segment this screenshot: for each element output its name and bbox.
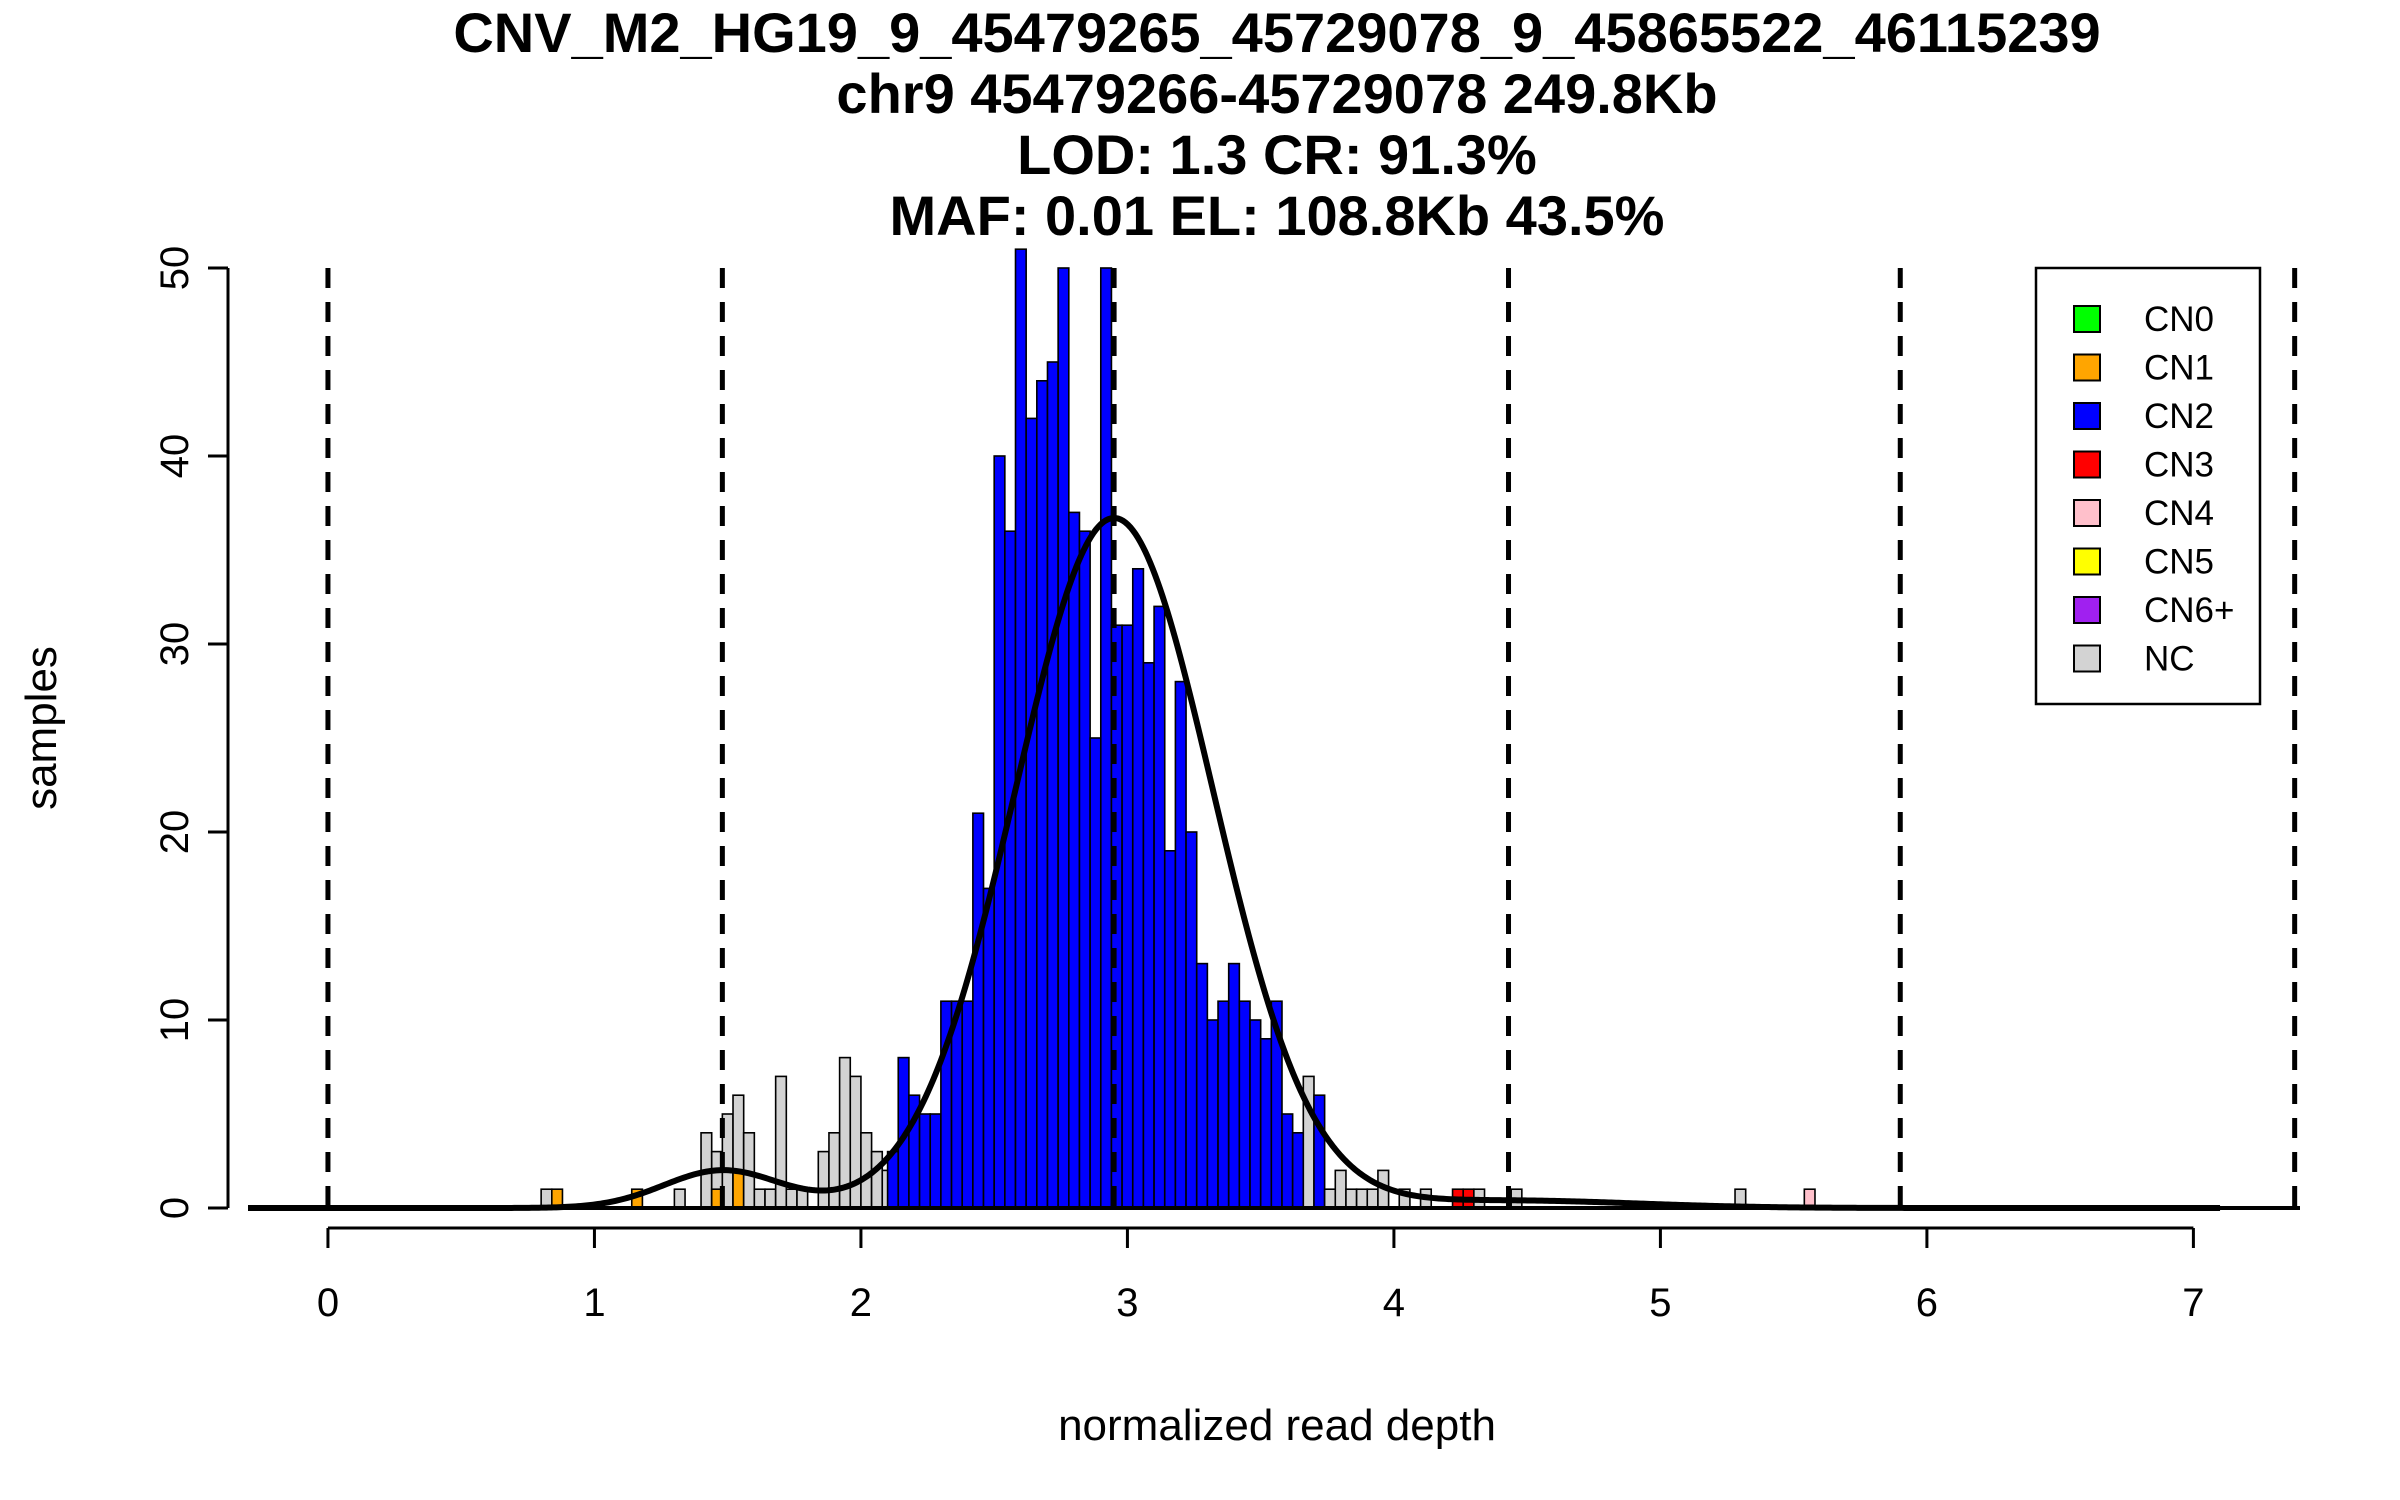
histogram-bar-9	[732, 1169, 745, 1209]
histogram-bar-64	[1323, 1188, 1337, 1209]
histogram-bar-53	[1206, 1019, 1219, 1209]
histogram-bar-46	[1131, 567, 1145, 1209]
histogram-bar-51	[1185, 831, 1198, 1209]
x-tick-label-3: 3	[1116, 1281, 1138, 1325]
histogram-bar-11	[753, 1188, 766, 1209]
legend-label-4: CN4	[2144, 494, 2214, 533]
y-tick-label-5: 50	[153, 246, 197, 291]
x-tick-label-2: 2	[850, 1281, 872, 1325]
legend-box	[2034, 266, 2262, 706]
histogram-bar-48	[1153, 605, 1166, 1209]
y-tick-label-2: 20	[153, 810, 197, 855]
legend-swatch-3	[2073, 450, 2101, 479]
histogram-bar-49	[1163, 849, 1177, 1209]
histogram-bar-39	[1057, 267, 1070, 1209]
y-tick-label-4: 40	[153, 434, 197, 479]
histogram-bar-43	[1099, 267, 1113, 1209]
x-tick-label-4: 4	[1383, 1281, 1405, 1325]
histogram-bar-55	[1227, 962, 1241, 1209]
y-tick-label-1: 10	[153, 998, 197, 1043]
legend-label-5: CN5	[2144, 543, 2214, 582]
y-tick-label-0: 0	[153, 1197, 197, 1219]
legend-swatch-6	[2073, 596, 2101, 624]
histogram-bar-56	[1238, 1000, 1251, 1209]
histogram-bar-30	[961, 1000, 974, 1209]
histogram-bars	[540, 248, 1816, 1209]
legend-label-0: CN0	[2144, 300, 2214, 339]
x-axis-label: normalized read depth	[1058, 1401, 1496, 1450]
x-tick-label-6: 6	[1916, 1281, 1938, 1325]
legend-label-6: CN6+	[2144, 591, 2234, 630]
x-tick-label-7: 7	[2182, 1281, 2204, 1325]
histogram-bar-66	[1345, 1188, 1358, 1209]
histogram-bar-19	[849, 1075, 862, 1209]
histogram-bar-16	[817, 1150, 830, 1209]
histogram-bar-54	[1217, 1000, 1230, 1209]
histogram-bar-17	[828, 1132, 841, 1209]
histogram-bar-26	[918, 1113, 932, 1209]
y-tick-label-3: 30	[153, 622, 197, 667]
histogram-bar-35	[1014, 248, 1027, 1209]
histogram-bar-36	[1025, 417, 1038, 1209]
histogram-bar-41	[1078, 530, 1091, 1209]
histogram-bar-32	[982, 887, 995, 1209]
histogram-bar-52	[1195, 962, 1209, 1209]
y-axis-label: samples	[17, 646, 66, 810]
copy-number-thresholds	[325, 268, 2298, 1208]
legend-swatch-4	[2073, 499, 2101, 527]
legend-swatch-5	[2073, 547, 2101, 576]
histogram-bar-42	[1089, 737, 1102, 1209]
histogram-bar-68	[1366, 1188, 1379, 1209]
histogram-bar-38	[1046, 361, 1059, 1209]
histogram-bar-45	[1121, 624, 1134, 1209]
x-tick-label-1: 1	[583, 1281, 605, 1325]
histogram-bar-31	[972, 812, 985, 1209]
histogram-bar-12	[764, 1188, 777, 1209]
legend-label-3: CN3	[2144, 446, 2214, 485]
histogram-bar-63	[1313, 1094, 1326, 1209]
chart-title-line-3: LOD: 1.3 CR: 91.3%	[1017, 123, 1537, 186]
histogram-bar-47	[1142, 661, 1155, 1209]
legend: CN0 CN1 CN2 CN3 CN4 CN5 CN6+ NC	[2034, 266, 2262, 706]
chart-title-line-4: MAF: 0.01 EL: 108.8Kb 43.5%	[890, 184, 1665, 247]
x-axis: 0 1 2 3 4 5 6 7	[248, 1206, 2300, 1325]
histogram-bar-50	[1174, 680, 1187, 1209]
legend-label-1: CN1	[2144, 349, 2214, 388]
histogram-bar-60	[1281, 1113, 1294, 1209]
legend-swatch-7	[2073, 644, 2101, 673]
y-axis: 0 10 20 30 40 50	[153, 246, 230, 1219]
chart-title-line-2: chr9 45479266-45729078 249.8Kb	[836, 62, 1717, 125]
histogram-bar-57	[1249, 1019, 1262, 1209]
histogram-bar-61	[1291, 1132, 1305, 1209]
histogram-bar-21	[870, 1150, 884, 1209]
histogram-bar-40	[1068, 511, 1081, 1209]
x-tick-label-5: 5	[1649, 1281, 1671, 1325]
x-tick-label-0: 0	[317, 1281, 339, 1325]
legend-swatch-0	[2073, 305, 2101, 333]
histogram-bar-20	[860, 1132, 873, 1209]
histogram-bar-37	[1036, 379, 1049, 1209]
histogram-bar-67	[1355, 1188, 1369, 1209]
legend-swatch-2	[2073, 402, 2101, 430]
histogram-bar-14	[785, 1188, 798, 1209]
histogram-bar-13	[774, 1075, 788, 1209]
histogram-bar-27	[929, 1113, 942, 1209]
legend-label-7: NC	[2144, 640, 2195, 679]
histogram-bar-58	[1259, 1038, 1273, 1209]
histogram-bar-3	[673, 1188, 686, 1209]
legend-swatch-1	[2073, 353, 2101, 382]
histogram-bar-34	[1004, 530, 1017, 1209]
legend-label-2: CN2	[2144, 397, 2214, 436]
histogram-bar-65	[1334, 1169, 1347, 1209]
chart-title-line-1: CNV_M2_HG19_9_45479265_45729078_9_458655…	[453, 1, 2100, 64]
